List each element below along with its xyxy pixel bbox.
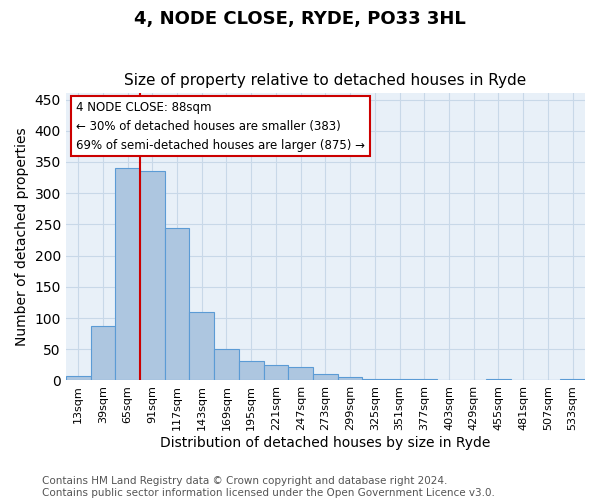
Bar xyxy=(239,361,263,380)
Bar xyxy=(66,376,91,380)
Bar xyxy=(486,378,511,380)
Bar xyxy=(362,378,387,380)
Text: 4, NODE CLOSE, RYDE, PO33 3HL: 4, NODE CLOSE, RYDE, PO33 3HL xyxy=(134,10,466,28)
Y-axis label: Number of detached properties: Number of detached properties xyxy=(15,128,29,346)
Bar xyxy=(387,378,412,380)
Bar xyxy=(560,378,585,380)
Bar xyxy=(214,349,239,380)
Bar xyxy=(164,228,190,380)
Text: 4 NODE CLOSE: 88sqm
← 30% of detached houses are smaller (383)
69% of semi-detac: 4 NODE CLOSE: 88sqm ← 30% of detached ho… xyxy=(76,100,365,152)
Bar xyxy=(91,326,115,380)
Bar xyxy=(263,365,289,380)
Text: Contains HM Land Registry data © Crown copyright and database right 2024.
Contai: Contains HM Land Registry data © Crown c… xyxy=(42,476,495,498)
Bar xyxy=(190,312,214,380)
X-axis label: Distribution of detached houses by size in Ryde: Distribution of detached houses by size … xyxy=(160,436,491,450)
Bar xyxy=(115,168,140,380)
Bar xyxy=(313,374,338,380)
Bar xyxy=(338,378,362,380)
Bar xyxy=(412,378,437,380)
Bar xyxy=(140,172,164,380)
Title: Size of property relative to detached houses in Ryde: Size of property relative to detached ho… xyxy=(124,73,527,88)
Bar xyxy=(289,366,313,380)
